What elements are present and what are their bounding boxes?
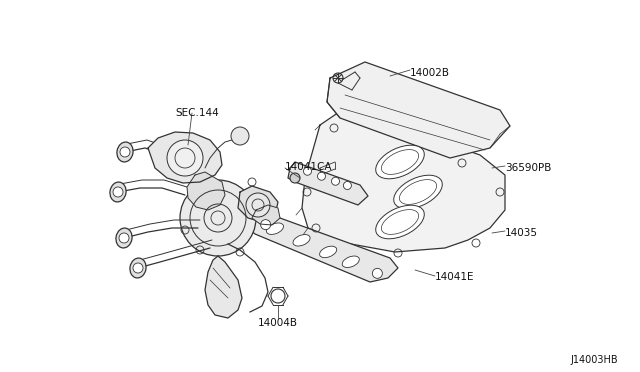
Circle shape <box>317 172 326 180</box>
Ellipse shape <box>319 246 337 258</box>
Polygon shape <box>248 210 398 282</box>
Polygon shape <box>288 162 368 205</box>
Ellipse shape <box>342 256 359 267</box>
Circle shape <box>246 193 270 217</box>
Text: 14041E: 14041E <box>435 272 474 282</box>
Circle shape <box>231 127 249 145</box>
Ellipse shape <box>376 145 424 179</box>
Circle shape <box>303 167 312 175</box>
Text: J14003HB: J14003HB <box>570 355 618 365</box>
Circle shape <box>167 140 203 176</box>
Polygon shape <box>187 172 225 210</box>
Text: 36590PB: 36590PB <box>505 163 552 173</box>
Text: 14004B: 14004B <box>258 318 298 328</box>
Ellipse shape <box>116 228 132 248</box>
Ellipse shape <box>266 223 284 234</box>
Circle shape <box>290 173 300 183</box>
Circle shape <box>120 147 130 157</box>
Polygon shape <box>148 132 222 183</box>
Polygon shape <box>327 62 510 158</box>
Circle shape <box>332 177 339 185</box>
Circle shape <box>119 233 129 243</box>
Circle shape <box>372 268 382 278</box>
Text: 14002B: 14002B <box>410 68 450 78</box>
Text: 14035: 14035 <box>505 228 538 238</box>
Ellipse shape <box>394 175 442 209</box>
Text: 14041CA: 14041CA <box>285 162 333 172</box>
Circle shape <box>260 219 271 230</box>
Circle shape <box>180 180 256 256</box>
Text: SEC.144: SEC.144 <box>175 108 219 118</box>
Circle shape <box>113 187 123 197</box>
Polygon shape <box>252 205 280 225</box>
Circle shape <box>344 182 351 189</box>
Polygon shape <box>205 256 242 318</box>
Ellipse shape <box>293 235 310 246</box>
Ellipse shape <box>130 258 146 278</box>
Ellipse shape <box>117 142 133 162</box>
Polygon shape <box>238 186 278 222</box>
Circle shape <box>133 263 143 273</box>
Polygon shape <box>302 108 505 252</box>
Ellipse shape <box>110 182 126 202</box>
Ellipse shape <box>376 205 424 239</box>
